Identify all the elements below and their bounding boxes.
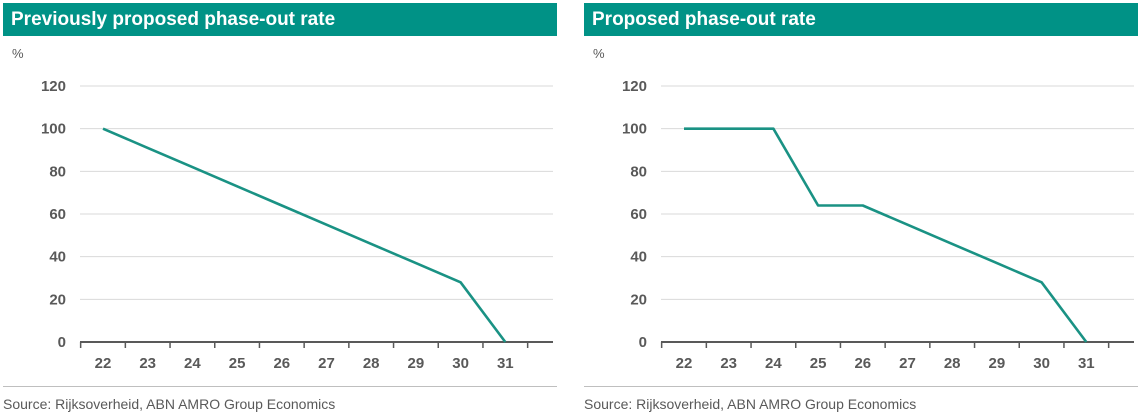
x-tick-label: 25 bbox=[229, 355, 246, 372]
series-line bbox=[684, 127, 1088, 343]
y-tick-label: 60 bbox=[630, 206, 647, 223]
series-line bbox=[102, 127, 507, 343]
y-tick-label: 0 bbox=[639, 334, 647, 351]
y-tick-label: 20 bbox=[630, 291, 647, 308]
x-tick-label: 31 bbox=[497, 355, 514, 372]
line-chart-proposed: % 0 20 40 60 80 100 120 22 23 24 25 26 27 28 29 30 31 bbox=[593, 46, 1134, 372]
x-tick-label: 29 bbox=[408, 355, 425, 372]
chart-title: Previously proposed phase-out rate bbox=[3, 3, 557, 36]
x-tick-label: 22 bbox=[676, 355, 693, 372]
y-tick-label: 20 bbox=[49, 291, 66, 308]
y-tick-label: 60 bbox=[49, 206, 66, 223]
y-tick-label: 0 bbox=[58, 334, 66, 351]
x-tick-label: 28 bbox=[363, 355, 380, 372]
y-tick-label: 100 bbox=[41, 121, 66, 138]
source-note: Source: Rijksoverheid, ABN AMRO Group Ec… bbox=[3, 396, 336, 412]
y-tick-label: 80 bbox=[49, 163, 66, 180]
y-tick-label: 100 bbox=[622, 121, 647, 138]
x-tick-label: 23 bbox=[720, 355, 737, 372]
chart-title: Proposed phase-out rate bbox=[584, 3, 1138, 36]
line-chart-previous: % 0 20 40 60 80 100 120 22 23 24 25 26 27 28 29 30 31 bbox=[12, 46, 553, 372]
x-tick-label: 30 bbox=[452, 355, 469, 372]
x-tick-label: 22 bbox=[95, 355, 112, 372]
chart-panel-left: Previously proposed phase-out rate % 0 20 4… bbox=[3, 0, 557, 416]
y-tick-label: 120 bbox=[622, 78, 647, 95]
x-tick-label: 26 bbox=[273, 355, 290, 372]
y-tick-label: 80 bbox=[630, 163, 647, 180]
source-note: Source: Rijksoverheid, ABN AMRO Group Ec… bbox=[584, 396, 917, 412]
x-tick-label: 30 bbox=[1033, 355, 1050, 372]
y-axis-unit-label: % bbox=[12, 46, 24, 61]
y-tick-label: 40 bbox=[630, 249, 647, 266]
x-tick-label: 31 bbox=[1078, 355, 1095, 372]
x-tick-label: 24 bbox=[184, 355, 201, 372]
x-tick-label: 23 bbox=[139, 355, 156, 372]
x-tick-label: 24 bbox=[765, 355, 782, 372]
y-axis-unit-label: % bbox=[593, 46, 605, 61]
x-tick-label: 29 bbox=[989, 355, 1006, 372]
x-tick-label: 26 bbox=[854, 355, 871, 372]
x-tick-label: 28 bbox=[944, 355, 961, 372]
x-tick-label: 25 bbox=[810, 355, 827, 372]
source-divider bbox=[3, 386, 557, 387]
chart-panel-right: Proposed phase-out rate % 0 20 40 60 80 100 120… bbox=[584, 0, 1138, 416]
x-tick-label: 27 bbox=[899, 355, 916, 372]
source-divider bbox=[584, 386, 1138, 387]
y-tick-label: 40 bbox=[49, 249, 66, 266]
x-tick-label: 27 bbox=[318, 355, 335, 372]
y-tick-label: 120 bbox=[41, 78, 66, 95]
